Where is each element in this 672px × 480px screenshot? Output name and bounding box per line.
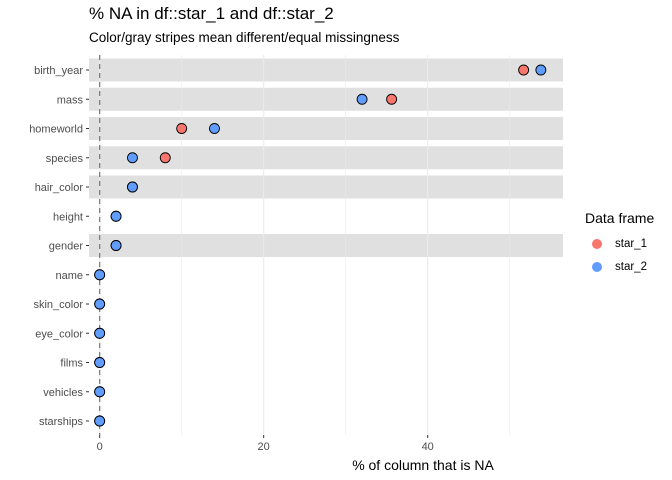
y-tick-label-eye-color: eye_color: [35, 328, 83, 340]
y-tick-label-films: films: [60, 358, 83, 370]
point-star-2-homeworld: [209, 123, 220, 134]
point-star-2-species: [127, 152, 138, 164]
legend-item-star-1: star_1: [592, 236, 647, 252]
point-star-2-vehicles: [94, 386, 106, 398]
point-star-2-birth-year: [535, 64, 547, 76]
legend-key-star-1: [592, 239, 602, 249]
y-tick-label-name: name: [55, 270, 83, 282]
point-star-1-homeworld: [176, 123, 188, 134]
chart-subtitle: Color/gray stripes mean different/equal …: [89, 30, 400, 45]
point-star-2-eye-color: [94, 327, 106, 339]
x-tick-label-20: 20: [258, 441, 270, 453]
legend-label-star-1: star_1: [615, 238, 647, 250]
y-tick-label-skin-color: skin_color: [33, 299, 83, 311]
point-star-1-species: [159, 152, 171, 164]
x-tick-label-40: 40: [422, 441, 434, 453]
y-tick-label-hair-color: hair_color: [35, 182, 84, 194]
y-tick-label-species: species: [46, 153, 84, 165]
legend-title: Data frame: [585, 210, 655, 226]
stripe-gender: [89, 234, 563, 257]
point-star-2-gender: [110, 240, 122, 251]
y-tick-label-starships: starships: [39, 416, 84, 428]
point-star-2-starships: [94, 415, 106, 427]
point-star-2-films: [94, 357, 106, 368]
y-tick-label-gender: gender: [49, 241, 84, 253]
point-star-2-name: [94, 269, 106, 281]
y-tick-label-mass: mass: [57, 94, 84, 106]
x-axis-title: % of column that is NA: [352, 457, 494, 473]
stripe-mass: [89, 87, 563, 111]
stripe-hair-color: [89, 175, 563, 199]
legend-item-star-2: star_2: [592, 259, 647, 275]
x-tick-label-0: 0: [97, 441, 103, 453]
point-star-2-height: [110, 210, 122, 222]
y-tick-label-height: height: [53, 211, 83, 223]
y-tick-label-homeworld: homeworld: [29, 124, 83, 136]
legend-label-star-2: star_2: [615, 261, 647, 273]
point-star-2-mass: [356, 93, 368, 105]
point-star-1-mass: [386, 93, 398, 105]
stripe-birth-year: [89, 58, 563, 82]
stripe-species: [89, 146, 563, 170]
stripe-homeworld: [89, 117, 563, 140]
legend-key-star-2: [592, 262, 602, 272]
point-star-1-birth-year: [518, 64, 530, 76]
point-star-2-hair-color: [127, 181, 138, 193]
chart-title: % NA in df::star_1 and df::star_2: [89, 4, 334, 23]
y-tick-label-birth-year: birth_year: [34, 65, 83, 77]
point-star-2-skin-color: [94, 298, 106, 310]
y-tick-label-vehicles: vehicles: [43, 387, 83, 399]
